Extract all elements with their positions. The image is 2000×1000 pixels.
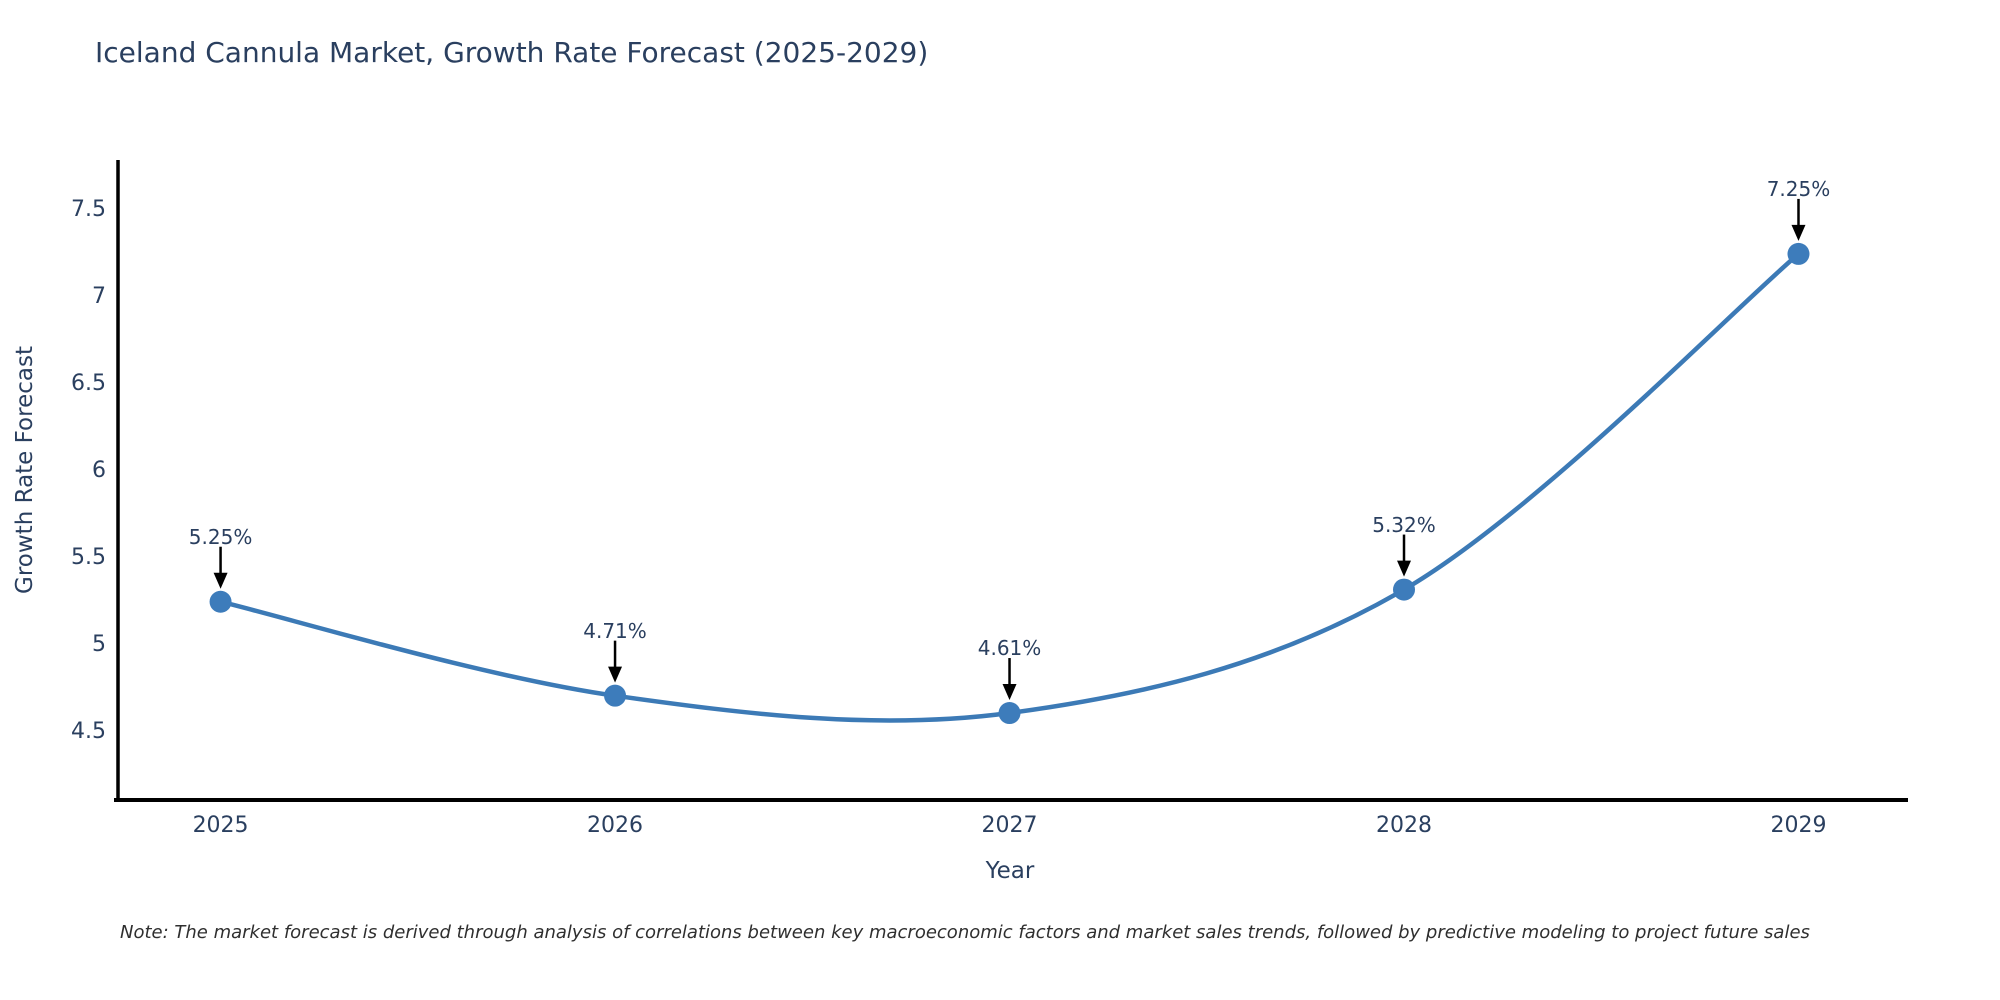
y-tick-label: 6 (92, 458, 106, 484)
point-annotation-label: 5.25% (188, 524, 253, 549)
y-tick-label: 4.5 (71, 719, 106, 745)
x-tick-label: 2028 (1376, 813, 1432, 838)
point-annotation-label: 4.71% (583, 618, 647, 643)
data-point-marker[interactable] (1393, 578, 1416, 601)
data-point-marker[interactable] (604, 684, 627, 707)
x-tick-label: 2026 (587, 813, 644, 838)
data-point-marker[interactable] (1787, 242, 1810, 265)
x-tick-label: 2025 (192, 813, 249, 838)
point-annotation-label: 7.25% (1766, 176, 1831, 201)
y-tick-label: 5 (92, 632, 106, 658)
point-annotation-label: 5.32% (1372, 512, 1436, 537)
x-axis-title: Year (985, 858, 1035, 884)
annotation-arrow-head (1791, 224, 1806, 241)
y-tick-label: 5.5 (71, 545, 106, 571)
data-point-marker[interactable] (209, 590, 232, 613)
point-annotation-label: 4.61% (977, 636, 1042, 661)
y-tick-label: 7 (92, 284, 106, 310)
y-tick-label: 7.5 (71, 197, 106, 223)
annotation-arrow-head (608, 666, 623, 683)
x-tick-label: 2029 (1770, 813, 1827, 838)
annotation-arrow-head (1002, 684, 1017, 701)
annotation-arrow-head (213, 572, 228, 589)
y-tick-label: 6.5 (71, 371, 106, 397)
data-point-marker[interactable] (998, 702, 1021, 725)
x-tick-label: 2027 (981, 813, 1038, 838)
footnote: Note: The market forecast is derived thr… (120, 922, 1810, 943)
annotation-arrow-head (1397, 560, 1412, 577)
chart-title: Iceland Cannula Market, Growth Rate Fore… (95, 36, 929, 69)
